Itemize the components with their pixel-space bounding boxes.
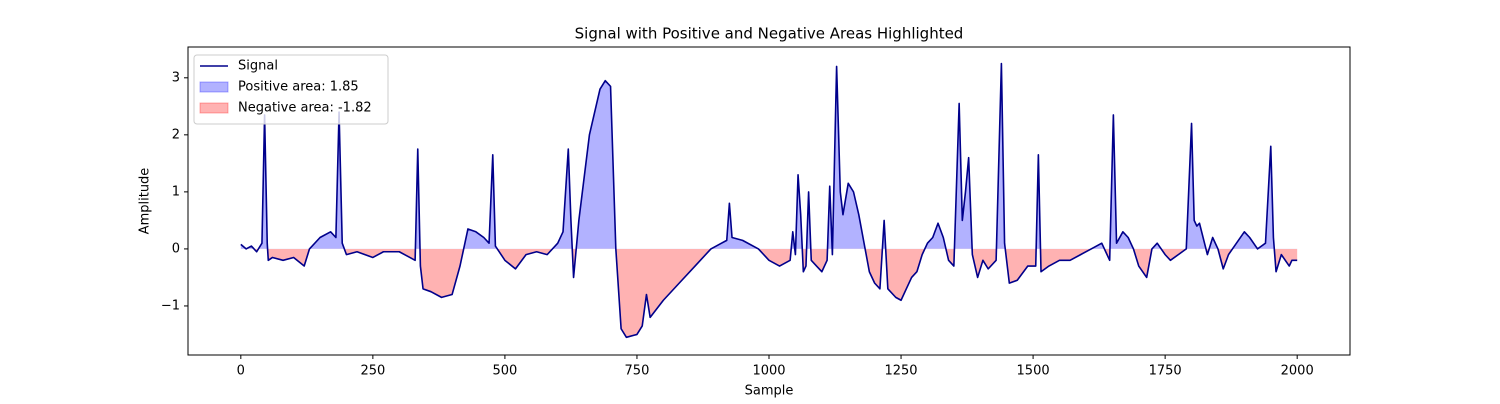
x-tick-label: 0 [237,364,245,379]
x-tick-label: 1500 [1017,364,1050,379]
y-tick-label: 2 [172,127,180,142]
area-fill [240,63,1298,249]
legend-label: Negative area: -1.82 [238,101,372,116]
chart-title: Signal with Positive and Negative Areas … [575,25,964,43]
legend-swatch [199,102,229,114]
x-tick-label: 250 [360,364,385,379]
plot-frame [187,46,1351,356]
y-axis-label: Amplitude [138,168,153,235]
x-tick-label: 1000 [752,364,785,379]
x-tick-label: 500 [492,364,517,379]
x-tick-label: 2000 [1281,364,1314,379]
legend-box [193,54,389,125]
x-axis-label: Sample [745,384,794,399]
y-tick-label: −1 [161,298,180,313]
y-tick-label: 1 [172,184,180,199]
legend-label: Signal [238,59,278,74]
y-tick-label: 0 [172,241,180,256]
x-tick-label: 1250 [884,364,917,379]
legend-label: Positive area: 1.85 [238,80,359,95]
y-tick-label: 3 [172,70,180,85]
legend-swatch [199,81,229,93]
x-tick-label: 1750 [1149,364,1182,379]
x-tick-label: 750 [625,364,650,379]
signal-line [240,62,1298,339]
